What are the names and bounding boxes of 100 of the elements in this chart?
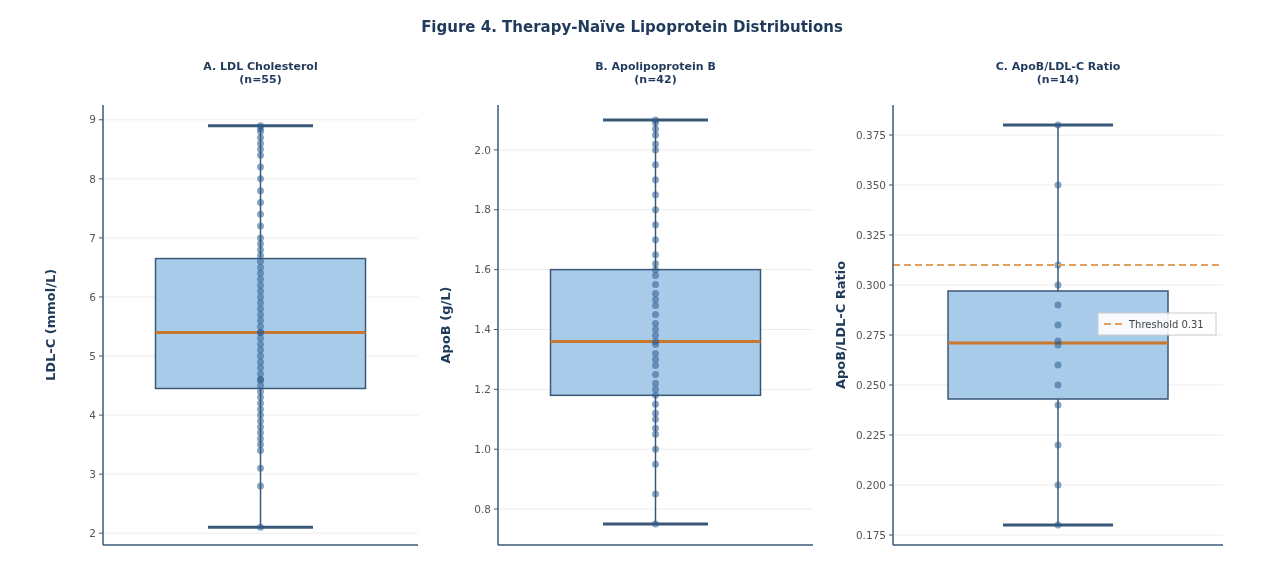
y-tick-label: 0.325 [855,228,886,241]
point [257,370,264,378]
y-tick-label: 1.2 [474,383,491,396]
point [257,464,264,472]
y-tick-label: 1.6 [474,263,492,276]
point [652,272,659,280]
y-tick-label: 0.200 [855,478,886,491]
point [652,290,659,298]
point [257,364,264,372]
y-tick-label: 0.175 [855,528,886,541]
point [652,460,659,468]
point [257,435,264,443]
y-tick-label: 1.8 [474,203,491,216]
point [652,370,659,378]
point [257,198,264,206]
point [1054,441,1062,449]
point [257,346,264,354]
point [257,246,264,254]
point [257,281,264,289]
y-tick-label: 0.300 [855,278,886,291]
point [257,275,264,283]
y-tick-label: 9 [89,113,96,126]
point [257,287,264,295]
point [257,258,264,266]
point [1054,281,1062,289]
point [257,222,264,230]
point [652,490,659,498]
point [652,191,659,199]
point [257,163,264,171]
point [257,299,264,307]
chart-title: C. ApoB/LDL-C Ratio (n=14) [995,60,1121,87]
point [257,393,264,401]
y-tick-label: 1.4 [474,323,492,336]
point [257,305,264,313]
point [257,322,264,330]
y-tick-label: 6 [89,290,97,303]
point [652,385,659,393]
point [652,355,659,363]
point [257,423,264,431]
y-tick-label: 4 [89,408,97,421]
point [257,411,264,419]
point [1054,121,1062,129]
point [652,146,659,154]
y-axis-title: LDL-C (mmol/L) [43,268,58,382]
point [257,240,264,248]
point [257,429,264,437]
chart-title: A. LDL Cholesterol (n=55) [203,60,318,87]
point [652,161,659,169]
point [1054,361,1062,369]
point [652,302,659,310]
point [1054,381,1062,389]
point [1054,337,1062,345]
point [652,281,659,289]
y-tick-label: 0.225 [855,428,886,441]
point [652,400,659,408]
y-tick-label: 5 [89,349,96,362]
point [257,311,264,319]
point [257,482,264,490]
point [257,340,264,348]
legend-label: Threshold 0.31 [1128,318,1204,330]
point [257,317,264,325]
point [652,131,659,139]
point [652,236,659,244]
y-tick-label: 0.8 [474,502,491,515]
point [257,139,264,147]
point [257,210,264,218]
point [257,263,264,271]
y-axis-title: ApoB (g/L) [438,286,453,364]
y-tick-label: 7 [89,231,96,244]
point [1054,481,1062,489]
point [257,417,264,425]
point [652,379,659,387]
y-tick-label: 0.375 [855,128,886,141]
point [1054,301,1062,309]
point [257,447,264,454]
point [652,311,659,319]
point [1054,401,1062,409]
y-tick-label: 0.350 [855,178,886,191]
point [257,187,264,195]
point [257,405,264,413]
y-axis-title: ApoB/LDL-C Ratio [833,260,848,390]
point [257,399,264,407]
point [652,325,659,333]
point [257,523,264,531]
point [257,352,264,360]
chart-title: B. Apolipoprotein B (n=42) [595,60,716,87]
point [1054,181,1062,189]
point [652,391,659,399]
point [652,349,659,357]
point [257,441,264,449]
point [257,151,264,159]
point [257,269,264,277]
point [1054,321,1062,329]
point [652,296,659,304]
point [652,266,659,274]
point [652,221,659,229]
text: Figure 4. Therapy-Naïve Lipoprotein Distributions [421,18,843,36]
point [257,358,264,366]
y-tick-label: 0.275 [855,328,886,341]
point [652,260,659,268]
